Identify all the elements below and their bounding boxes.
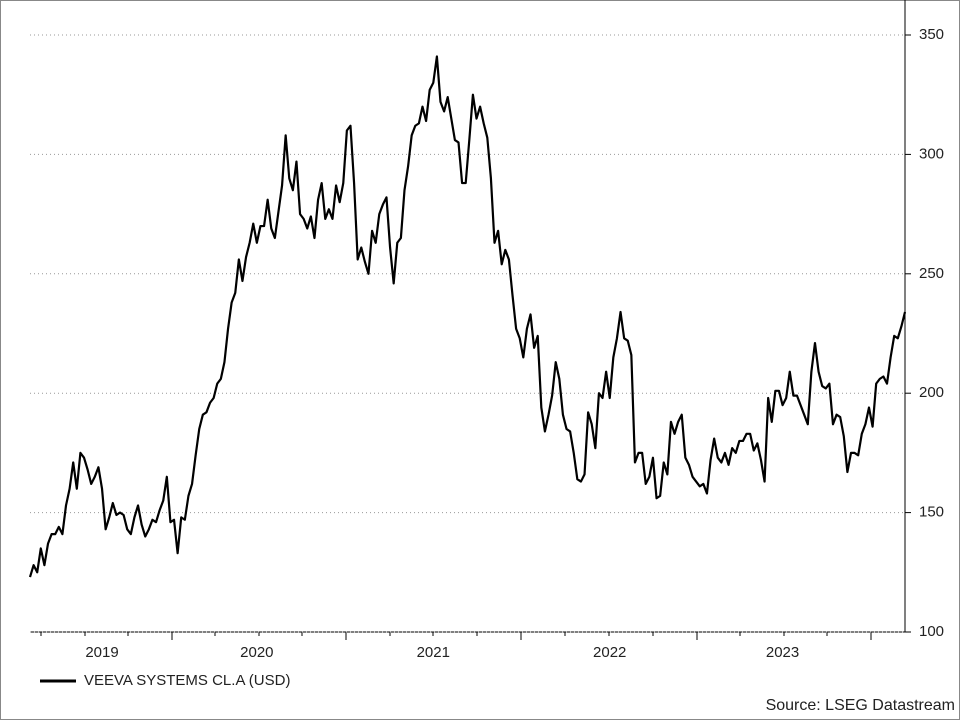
source: Source: LSEG Datastream bbox=[766, 697, 955, 714]
x-ticks bbox=[40, 632, 872, 640]
x-tick-label: 2019 bbox=[85, 644, 118, 661]
legend-label: VEEVA SYSTEMS CL.A (USD) bbox=[84, 672, 290, 689]
price-line bbox=[28, 55, 907, 578]
x-tick-label: 2023 bbox=[766, 644, 799, 661]
y-tick-label: 250 bbox=[919, 265, 944, 282]
y-tick-label: 350 bbox=[919, 26, 944, 43]
y-tick-label: 200 bbox=[919, 384, 944, 401]
x-tick-label: 2021 bbox=[417, 644, 450, 661]
y-tick-label: 150 bbox=[919, 504, 944, 521]
y-tick-label: 100 bbox=[919, 623, 944, 640]
x-tick-label: 2020 bbox=[240, 644, 273, 661]
x-tick-label: 2022 bbox=[593, 644, 626, 661]
y-tick-label: 300 bbox=[919, 145, 944, 162]
